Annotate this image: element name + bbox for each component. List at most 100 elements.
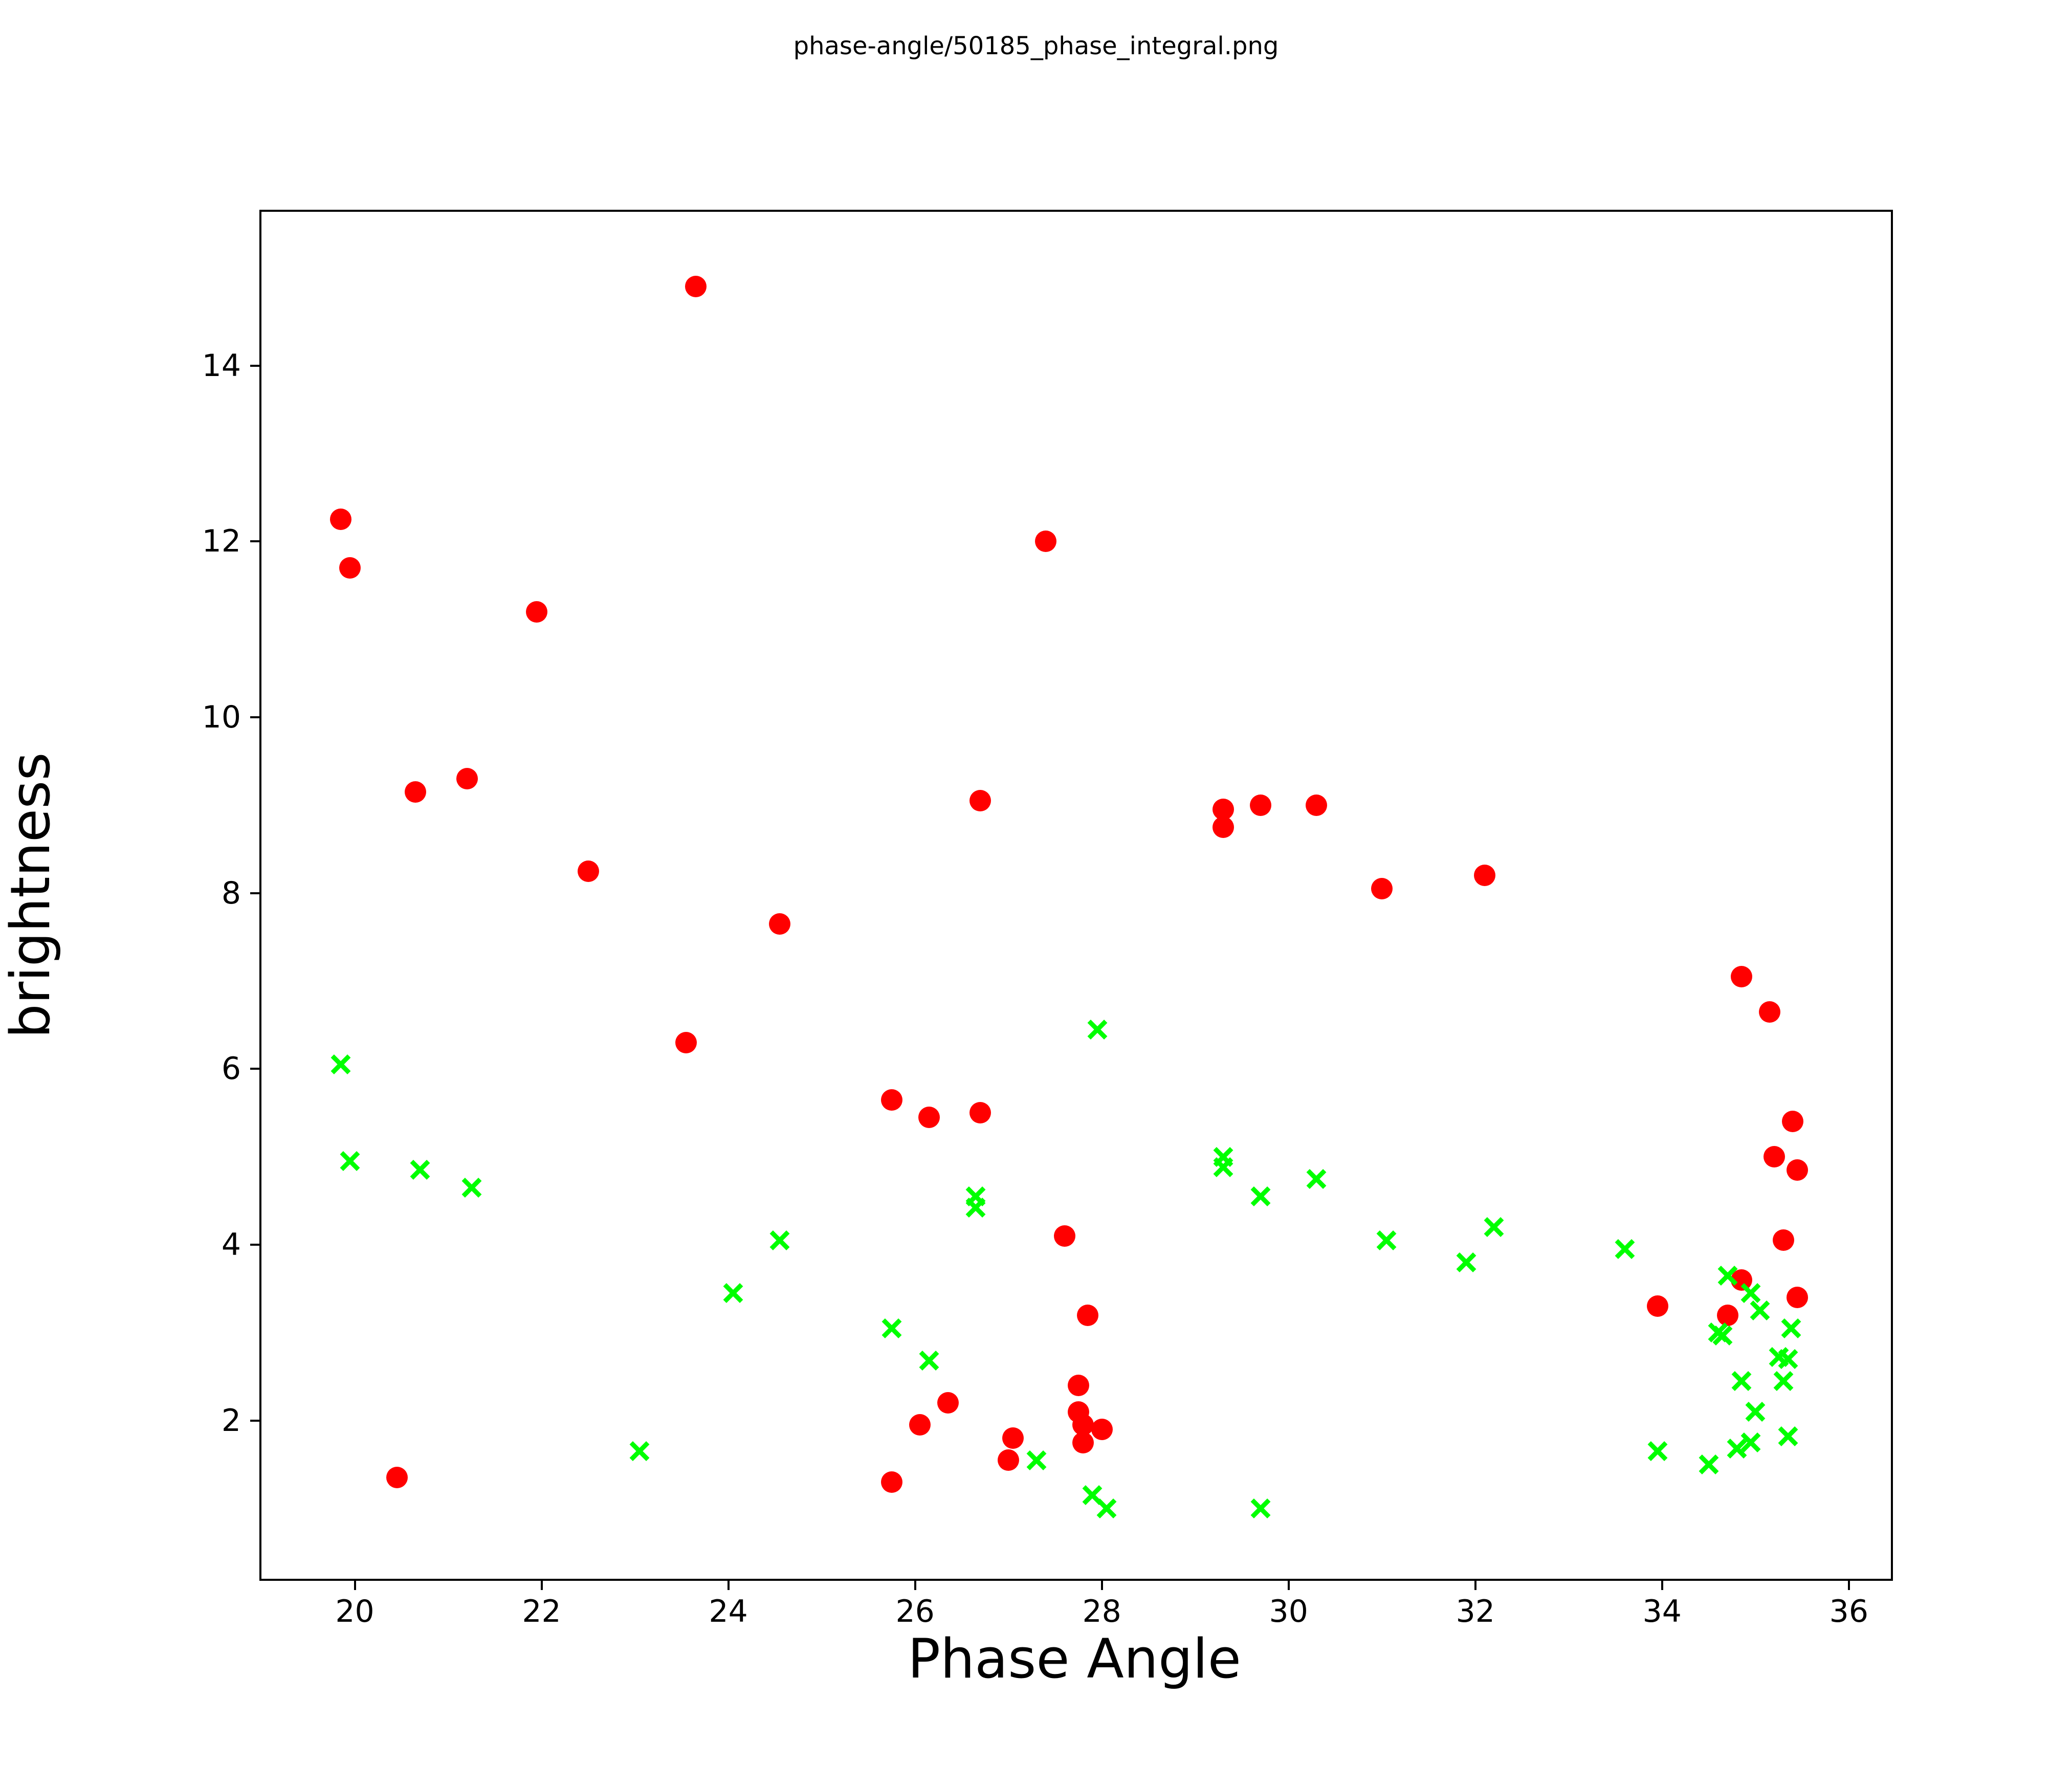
- scatter-point-green-x: [1730, 1369, 1753, 1393]
- y-tick-mark: [250, 716, 261, 719]
- scatter-point-red-circle: [998, 1449, 1020, 1471]
- scatter-point-red-circle: [969, 790, 991, 812]
- scatter-point-green-x: [1249, 1185, 1272, 1208]
- scatter-point-green-x: [964, 1196, 987, 1220]
- scatter-point-red-circle: [1249, 794, 1271, 816]
- x-axis-label: Phase Angle: [908, 1627, 1241, 1690]
- x-tick-mark: [1474, 1579, 1476, 1590]
- scatter-point-green-x: [338, 1150, 362, 1173]
- y-tick-label: 8: [221, 875, 241, 911]
- scatter-point-green-x: [1086, 1018, 1109, 1041]
- scatter-point-red-circle: [675, 1031, 697, 1053]
- scatter-point-red-circle: [1716, 1304, 1738, 1326]
- scatter-point-green-x: [1482, 1216, 1506, 1239]
- y-tick-mark: [250, 1244, 261, 1246]
- y-tick-mark: [250, 364, 261, 367]
- scatter-point-red-circle: [881, 1089, 903, 1111]
- scatter-point-green-x: [1211, 1156, 1235, 1179]
- scatter-point-green-x: [1744, 1400, 1767, 1424]
- scatter-point-green-x: [1748, 1299, 1772, 1322]
- scatter-point-green-x: [1305, 1167, 1328, 1190]
- x-tick-label: 32: [1456, 1594, 1495, 1629]
- scatter-point-red-circle: [909, 1414, 931, 1436]
- scatter-point-red-circle: [1474, 865, 1496, 887]
- plot-area: 20 22 24 26 28 30 32 34 36 2 4 6 8 10 12 14: [202, 210, 1893, 1627]
- x-tick-mark: [1100, 1579, 1103, 1590]
- scatter-point-red-circle: [685, 276, 707, 298]
- x-tick-label: 30: [1269, 1594, 1308, 1629]
- scatter-point-green-x: [1646, 1440, 1669, 1463]
- figure-title: phase-angle/50185_phase_integral.png: [793, 32, 1279, 60]
- scatter-point-green-x: [1739, 1431, 1762, 1454]
- scatter-point-green-x: [1779, 1316, 1803, 1340]
- scatter-point-green-x: [1025, 1448, 1048, 1472]
- scatter-point-red-circle: [405, 781, 427, 803]
- x-tick-label: 34: [1642, 1594, 1682, 1629]
- scatter-point-green-x: [1249, 1497, 1272, 1520]
- y-tick-label: 12: [202, 523, 241, 560]
- scatter-point-red-circle: [526, 601, 548, 623]
- scatter-point-red-circle: [577, 860, 599, 882]
- scatter-point-green-x: [1454, 1250, 1478, 1274]
- x-tick-label: 28: [1082, 1594, 1121, 1629]
- scatter-point-green-x: [1776, 1425, 1800, 1448]
- scatter-point-red-circle: [918, 1106, 940, 1128]
- scatter-point-red-circle: [1035, 531, 1057, 553]
- scatter-point-red-circle: [1758, 1001, 1780, 1023]
- scatter-point-green-x: [329, 1053, 352, 1076]
- scatter-point-green-x: [628, 1440, 651, 1463]
- scatter-point-red-circle: [1077, 1304, 1099, 1326]
- scatter-point-green-x: [1776, 1347, 1800, 1371]
- scatter-point-red-circle: [386, 1467, 408, 1489]
- x-tick-label: 24: [709, 1594, 748, 1629]
- x-tick-mark: [354, 1579, 356, 1590]
- scatter-point-red-circle: [1773, 1229, 1795, 1251]
- scatter-point-green-x: [460, 1176, 483, 1199]
- x-tick-mark: [914, 1579, 916, 1590]
- x-tick-label: 22: [522, 1594, 561, 1629]
- y-tick-label: 6: [221, 1051, 241, 1087]
- scatter-point-green-x: [880, 1316, 903, 1340]
- x-tick-label: 26: [895, 1594, 935, 1629]
- scatter-point-red-circle: [768, 913, 790, 935]
- scatter-point-red-circle: [339, 557, 361, 579]
- y-tick-mark: [250, 1068, 261, 1070]
- scatter-point-red-circle: [1306, 794, 1328, 816]
- scatter-point-green-x: [1697, 1453, 1721, 1476]
- y-tick-label: 10: [202, 699, 241, 736]
- scatter-point-red-circle: [1763, 1146, 1785, 1168]
- y-tick-label: 4: [221, 1227, 241, 1263]
- y-tick-mark: [250, 1419, 261, 1422]
- scatter-point-green-x: [917, 1349, 941, 1373]
- scatter-point-red-circle: [969, 1102, 991, 1124]
- scatter-point-red-circle: [1787, 1287, 1809, 1309]
- scatter-point-green-x: [1711, 1323, 1734, 1347]
- x-tick-mark: [1287, 1579, 1290, 1590]
- scatter-point-red-circle: [1787, 1159, 1809, 1181]
- scatter-point-green-x: [1772, 1369, 1795, 1393]
- scatter-point-red-circle: [1072, 1431, 1094, 1453]
- y-tick-label: 14: [202, 347, 241, 384]
- scatter-point-green-x: [1716, 1264, 1739, 1287]
- scatter-point-red-circle: [1782, 1111, 1804, 1133]
- scatter-point-red-circle: [1646, 1295, 1668, 1317]
- scatter-point-green-x: [408, 1158, 432, 1182]
- scatter-point-red-circle: [456, 768, 478, 790]
- scatter-point-red-circle: [937, 1392, 959, 1414]
- x-tick-mark: [1847, 1579, 1850, 1590]
- scatter-point-green-x: [1095, 1497, 1118, 1520]
- scatter-point-red-circle: [1212, 816, 1234, 838]
- y-tick-mark: [250, 540, 261, 543]
- scatter-point-green-x: [1613, 1238, 1637, 1261]
- scatter-point-red-circle: [881, 1471, 903, 1493]
- scatter-point-red-circle: [330, 509, 352, 531]
- scatter-point-green-x: [1375, 1228, 1398, 1252]
- scatter-point-red-circle: [1371, 878, 1393, 900]
- y-tick-mark: [250, 892, 261, 894]
- y-axis-label: brightness: [0, 752, 62, 1039]
- x-tick-label: 36: [1829, 1594, 1869, 1629]
- scatter-point-red-circle: [1053, 1225, 1075, 1247]
- scatter-point-red-circle: [1091, 1418, 1113, 1440]
- scatter-point-red-circle: [1068, 1374, 1090, 1396]
